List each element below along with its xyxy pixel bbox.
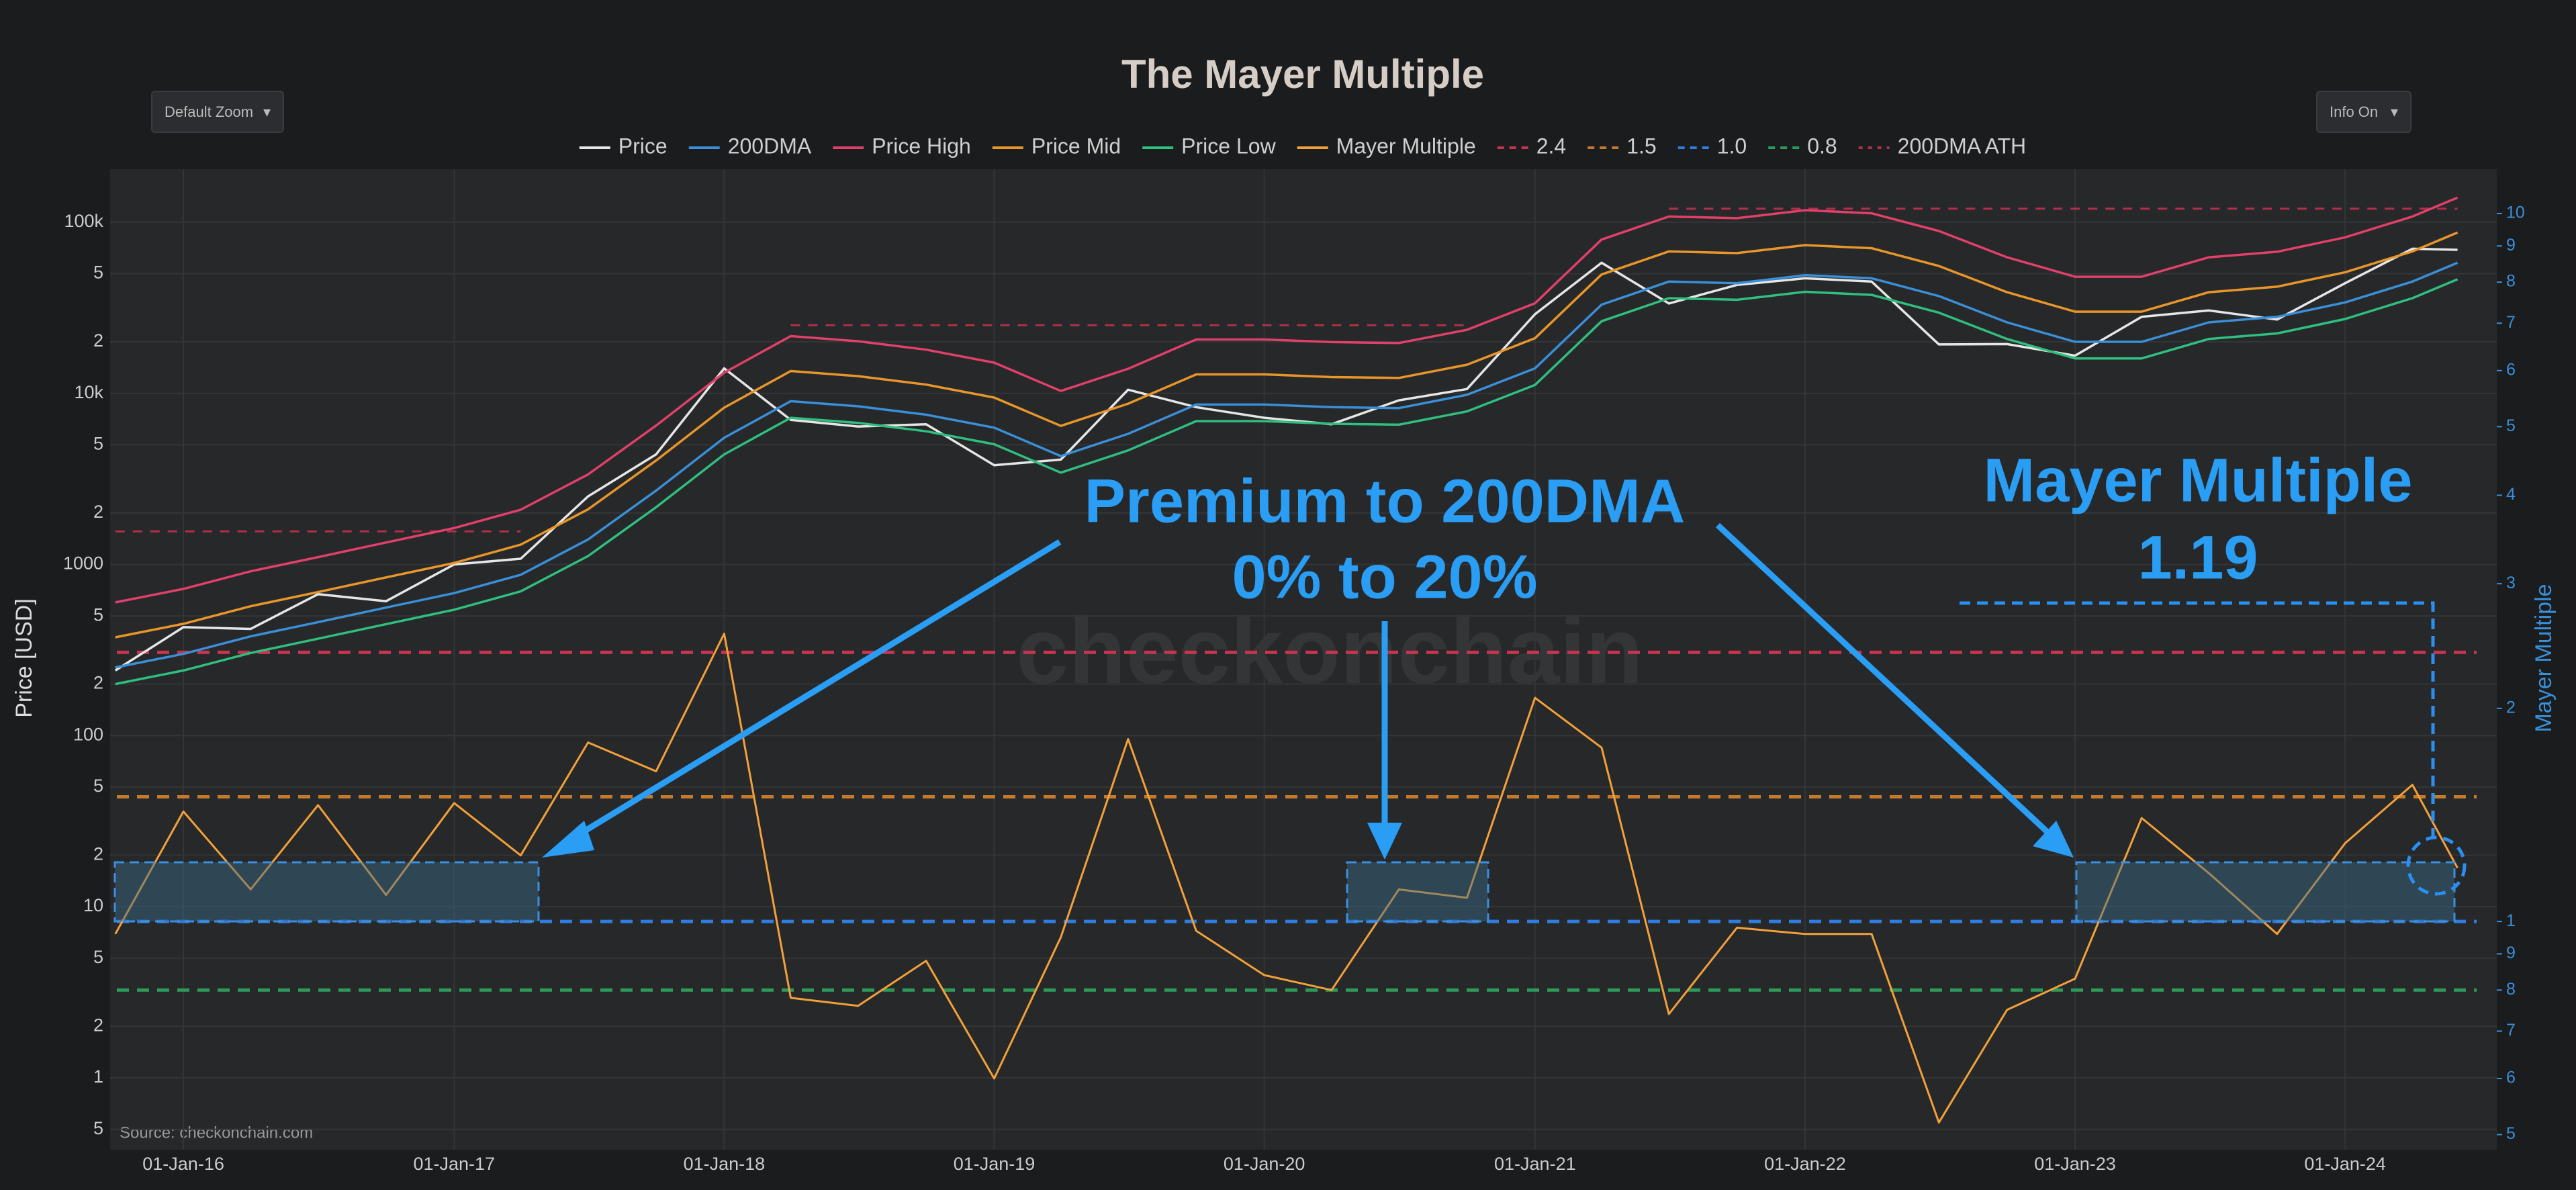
- y2-tick-label: 5: [2506, 1124, 2516, 1143]
- y2-tick-label: 9: [2506, 236, 2516, 255]
- x-tick-label: 01-Jan-17: [413, 1154, 495, 1174]
- y2-tick-label: 2: [2506, 698, 2516, 717]
- y-tick-label: 5: [93, 947, 103, 967]
- y2-tick-label: 7: [2506, 313, 2516, 332]
- y2-tick-label: 8: [2506, 980, 2516, 999]
- chart-title: The Mayer Multiple: [1121, 52, 1484, 97]
- series-line: [115, 278, 2458, 686]
- arrow-head: [2033, 821, 2074, 858]
- x-tick-label: 01-Jan-20: [1224, 1154, 1305, 1174]
- callout-circle: [2406, 835, 2467, 896]
- legend-label: 1.0: [1717, 134, 1747, 158]
- y-tick-label: 2: [93, 673, 103, 693]
- caret: ▾: [263, 103, 271, 120]
- y2-tick-label: 8: [2506, 272, 2516, 291]
- y-tick-label: 5: [93, 1118, 103, 1138]
- annotation: Mayer Multiple: [1983, 446, 2412, 514]
- y2-tick-label: 7: [2506, 1021, 2516, 1040]
- legend-label: 1.5: [1626, 134, 1656, 158]
- callout: [1960, 601, 2467, 896]
- x-tick-label: 01-Jan-23: [2034, 1154, 2116, 1174]
- y-tick-label: 2: [93, 844, 103, 864]
- y2-tick-label: 1: [2506, 911, 2516, 930]
- y2-tick-label: 3: [2506, 574, 2516, 592]
- y-tick-label: 5: [93, 263, 103, 283]
- y-tick-label: 2: [93, 330, 103, 351]
- highlight-box: [2075, 861, 2456, 923]
- annotation: 1.19: [2137, 523, 2258, 592]
- legend-label: Price Low: [1181, 134, 1276, 158]
- watermark: checkonchain: [1016, 598, 1643, 703]
- y-tick-label: 5: [93, 776, 103, 796]
- plot-area: [110, 169, 2497, 1150]
- y-axis-label: Price [USD]: [11, 598, 37, 718]
- y2-tick-label: 6: [2506, 360, 2516, 379]
- legend: Price 200DMA Price High Price Mid Price Low M…: [579, 134, 2026, 158]
- y-tick-label: 2: [93, 1015, 103, 1035]
- x-tick-label: 01-Jan-18: [684, 1154, 766, 1174]
- arrow: [569, 539, 1062, 842]
- series-line: [115, 231, 2458, 639]
- zoom-dropdown[interactable]: Default Zoom ▾: [151, 91, 284, 133]
- arrow-head: [1367, 823, 1402, 860]
- legend-label: 0.8: [1807, 134, 1837, 158]
- legend-label: 200DMA: [728, 134, 812, 158]
- legend-label: Mayer Multiple: [1336, 134, 1476, 158]
- legend-label: 2.4: [1536, 134, 1566, 158]
- arrows: [542, 522, 2074, 860]
- x-tick-label: 01-Jan-16: [142, 1154, 224, 1174]
- y-tick-label: 100k: [64, 211, 103, 231]
- arrow-head: [542, 821, 594, 858]
- x-tick-label: 01-Jan-24: [2304, 1154, 2386, 1174]
- y-tick-label: 10: [83, 895, 103, 915]
- highlight-box: [1346, 861, 1489, 923]
- y2-tick-label: 9: [2506, 944, 2516, 962]
- info-label: Info On: [2330, 103, 2379, 120]
- annotation: 0% to 20%: [1232, 543, 1537, 611]
- highlight-boxes: [113, 861, 2456, 923]
- info-dropdown[interactable]: Info On ▾: [2316, 91, 2411, 133]
- series-line: [114, 247, 2458, 672]
- y-tick-label: 5: [93, 434, 103, 454]
- x-tick-label: 01-Jan-22: [1764, 1154, 1846, 1174]
- series-line: [114, 633, 2458, 1124]
- annotation: Premium to 200DMA: [1085, 467, 1686, 535]
- legend-label: 200DMA ATH: [1898, 134, 2026, 158]
- caret: ▾: [2390, 103, 2398, 120]
- callout-line: [1960, 601, 2435, 838]
- series-line: [115, 261, 2458, 669]
- y2-axis-label: Mayer Multiple: [2531, 584, 2557, 732]
- series-line: [115, 196, 2458, 604]
- y-tick-label: 10k: [74, 382, 103, 402]
- y2-tick-label: 10: [2506, 203, 2525, 222]
- y-tick-label: 100: [73, 724, 103, 744]
- y-tick-label: 1: [93, 1066, 103, 1087]
- x-tick-label: 01-Jan-21: [1494, 1154, 1576, 1174]
- y2-tick-label: 4: [2506, 485, 2516, 504]
- y-tick-label: 5: [93, 604, 103, 625]
- zoom-label: Default Zoom: [165, 103, 254, 120]
- arrow: [1715, 522, 2051, 835]
- x-tick-label: 01-Jan-19: [954, 1154, 1036, 1174]
- legend-label: Price High: [872, 134, 971, 158]
- y2-tick-label: 5: [2506, 416, 2516, 435]
- source-note: Source: checkonchain.com: [120, 1124, 313, 1142]
- y-tick-label: 2: [93, 502, 103, 522]
- y2-tick-label: 6: [2506, 1068, 2516, 1087]
- legend-label: Price: [618, 134, 668, 158]
- y-tick-label: 1000: [63, 553, 103, 574]
- legend-label: Price Mid: [1031, 134, 1121, 158]
- highlight-box: [113, 861, 540, 923]
